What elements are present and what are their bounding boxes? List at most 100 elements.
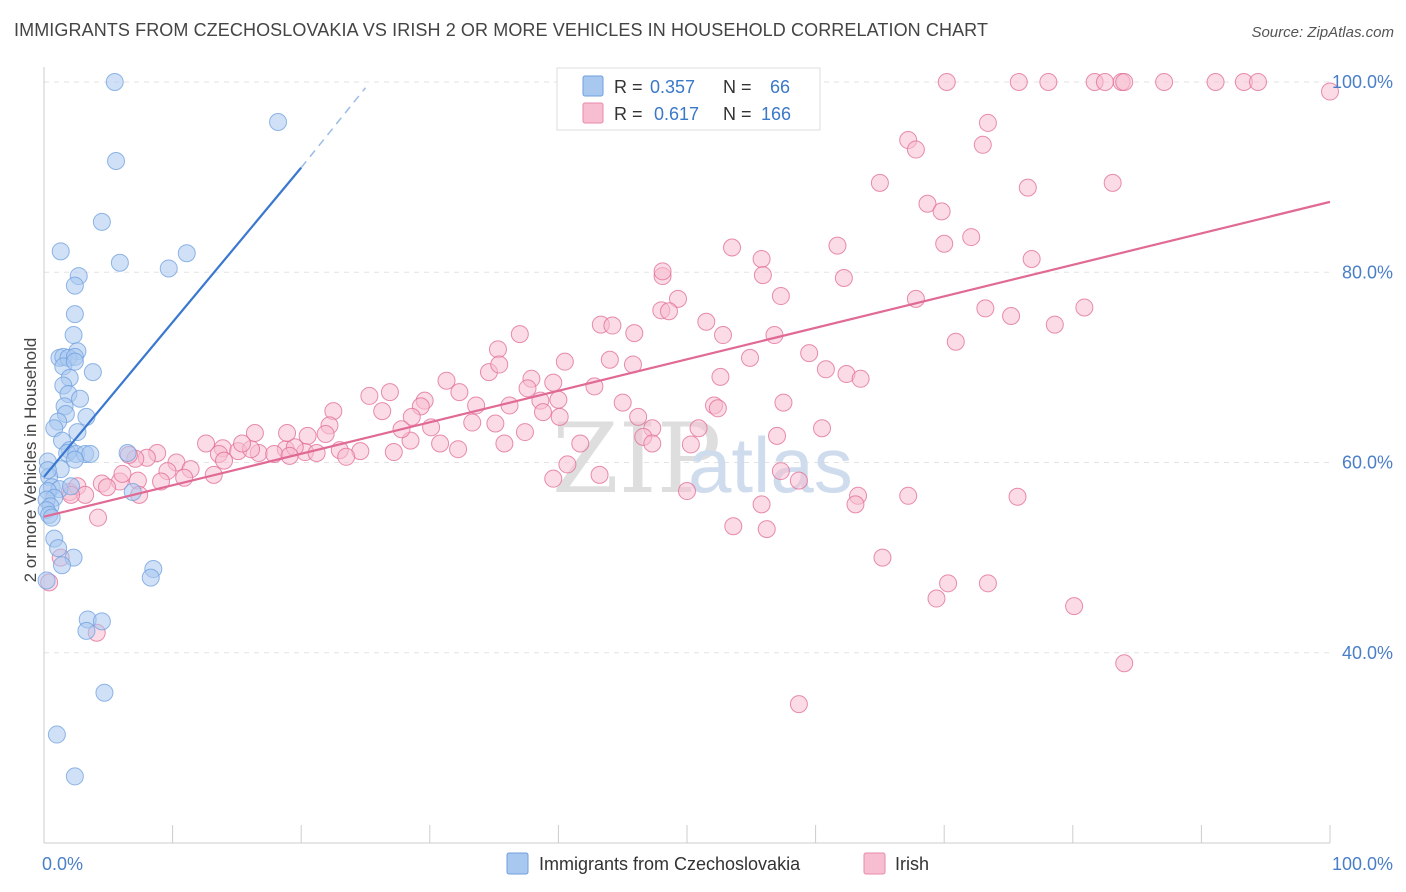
irish-point-159 (939, 574, 958, 593)
czech-point-36 (118, 444, 137, 462)
irish-point-25 (752, 249, 771, 268)
irish-point-161 (1008, 487, 1027, 506)
irish-point-124 (278, 424, 297, 443)
czech-point-62 (95, 683, 114, 702)
irish-point-62 (380, 383, 399, 402)
irish-point-35 (659, 302, 678, 321)
chart-title: IMMIGRANTS FROM CZECHOSLOVAKIA VS IRISH … (14, 20, 989, 40)
irish-point-47 (946, 332, 965, 351)
irish-point-37 (1075, 298, 1094, 317)
irish-point-126 (233, 434, 252, 453)
czech-point-18 (65, 352, 84, 371)
irish-point-66 (450, 383, 469, 402)
irish-point-97 (768, 426, 787, 445)
irish-point-58 (437, 371, 456, 390)
czech-point-55 (53, 556, 72, 575)
irish-point-6 (1115, 73, 1134, 92)
czech-point-38 (65, 450, 84, 469)
irish-point-156 (873, 548, 892, 567)
czech-point-2 (107, 151, 126, 170)
czech-trend-extension (300, 87, 367, 169)
irish-point-88 (515, 423, 534, 442)
irish-point-155 (771, 462, 790, 481)
czech-trend-line (43, 166, 303, 478)
irish-point-1 (1009, 73, 1028, 92)
x-tick-label-1: 100.0% (1332, 854, 1393, 874)
irish-point-36 (976, 299, 995, 318)
irish-point-31 (771, 287, 790, 306)
czech-point-46 (62, 477, 81, 496)
czech-point-7 (159, 259, 178, 278)
irish-point-80 (533, 403, 552, 422)
irish-point-18 (1018, 178, 1037, 197)
irish-point-51 (600, 350, 619, 369)
irish-point-148 (678, 482, 696, 501)
czech-point-0 (105, 73, 124, 92)
irish-point-123 (245, 424, 264, 443)
irish-point-56 (490, 355, 509, 374)
czech-point-35 (81, 444, 100, 463)
czech-point-58 (37, 571, 56, 590)
czech-point-51 (42, 508, 61, 527)
irish-point-141 (89, 508, 108, 527)
irish-point-163 (1115, 654, 1134, 673)
irish-point-84 (463, 413, 482, 432)
czech-point-11 (64, 326, 83, 345)
series-legend: Immigrants from Czechoslovakia Irish (506, 852, 929, 875)
irish-point-99 (571, 434, 590, 453)
czech-point-9 (65, 276, 84, 295)
legend-label-irish: Irish (895, 854, 929, 874)
czech-point-53 (49, 539, 68, 558)
irish-point-67 (360, 386, 379, 405)
irish-point-152 (757, 520, 776, 539)
irish-point-12 (978, 113, 997, 132)
irish-point-109 (307, 444, 326, 462)
irish-point-81 (402, 407, 421, 426)
y-tick-label-2: 80.0% (1342, 262, 1393, 282)
czech-point-63 (47, 725, 66, 744)
irish-point-145 (558, 455, 577, 474)
czech-point-3 (92, 212, 111, 231)
czech-point-64 (65, 767, 84, 786)
irish-point-0 (937, 73, 956, 92)
watermark: ZIP atlas (552, 403, 853, 515)
irish-point-44 (625, 324, 644, 343)
irish-point-32 (668, 289, 687, 308)
irish-point-82 (629, 407, 648, 426)
irish-point-125 (316, 424, 335, 443)
czech-point-1 (269, 112, 288, 131)
irish-point-162 (1065, 597, 1084, 616)
y-tick-label-1: 60.0% (1342, 453, 1393, 473)
y-tick-label-0: 40.0% (1342, 643, 1393, 663)
legend-label-czech: Immigrants from Czechoslovakia (539, 854, 801, 874)
irish-point-122 (384, 443, 403, 462)
irish-point-76 (613, 393, 632, 412)
irish-point-42 (714, 326, 733, 345)
irish-point-70 (500, 396, 519, 415)
czech-point-5 (177, 244, 196, 263)
irish-point-7 (1155, 73, 1174, 92)
irish-point-49 (800, 344, 819, 363)
czech-point-61 (77, 621, 96, 640)
irish-point-79 (373, 402, 392, 421)
irish-point-48 (488, 340, 507, 359)
irish-point-158 (978, 574, 997, 593)
irish-point-38 (1002, 307, 1021, 326)
irish-point-73 (549, 390, 568, 409)
irish-point-118 (215, 451, 234, 470)
irish-point-24 (723, 238, 742, 257)
irish-point-4 (1095, 73, 1114, 92)
grid-lines (44, 81, 1330, 654)
irish-point-41 (697, 312, 716, 331)
czech-point-6 (110, 253, 129, 272)
y-axis-title: 2 or more Vehicles in Household (21, 338, 40, 583)
irish-point-112 (337, 447, 356, 466)
irish-point-43 (603, 316, 622, 335)
irish-point-65 (851, 369, 870, 388)
legend-n-label-2: N = (723, 104, 752, 124)
irish-point-10 (1248, 73, 1267, 92)
irish-point-154 (724, 517, 743, 536)
source-label: Source: ZipAtlas.com (1251, 24, 1394, 41)
irish-point-85 (486, 414, 505, 433)
